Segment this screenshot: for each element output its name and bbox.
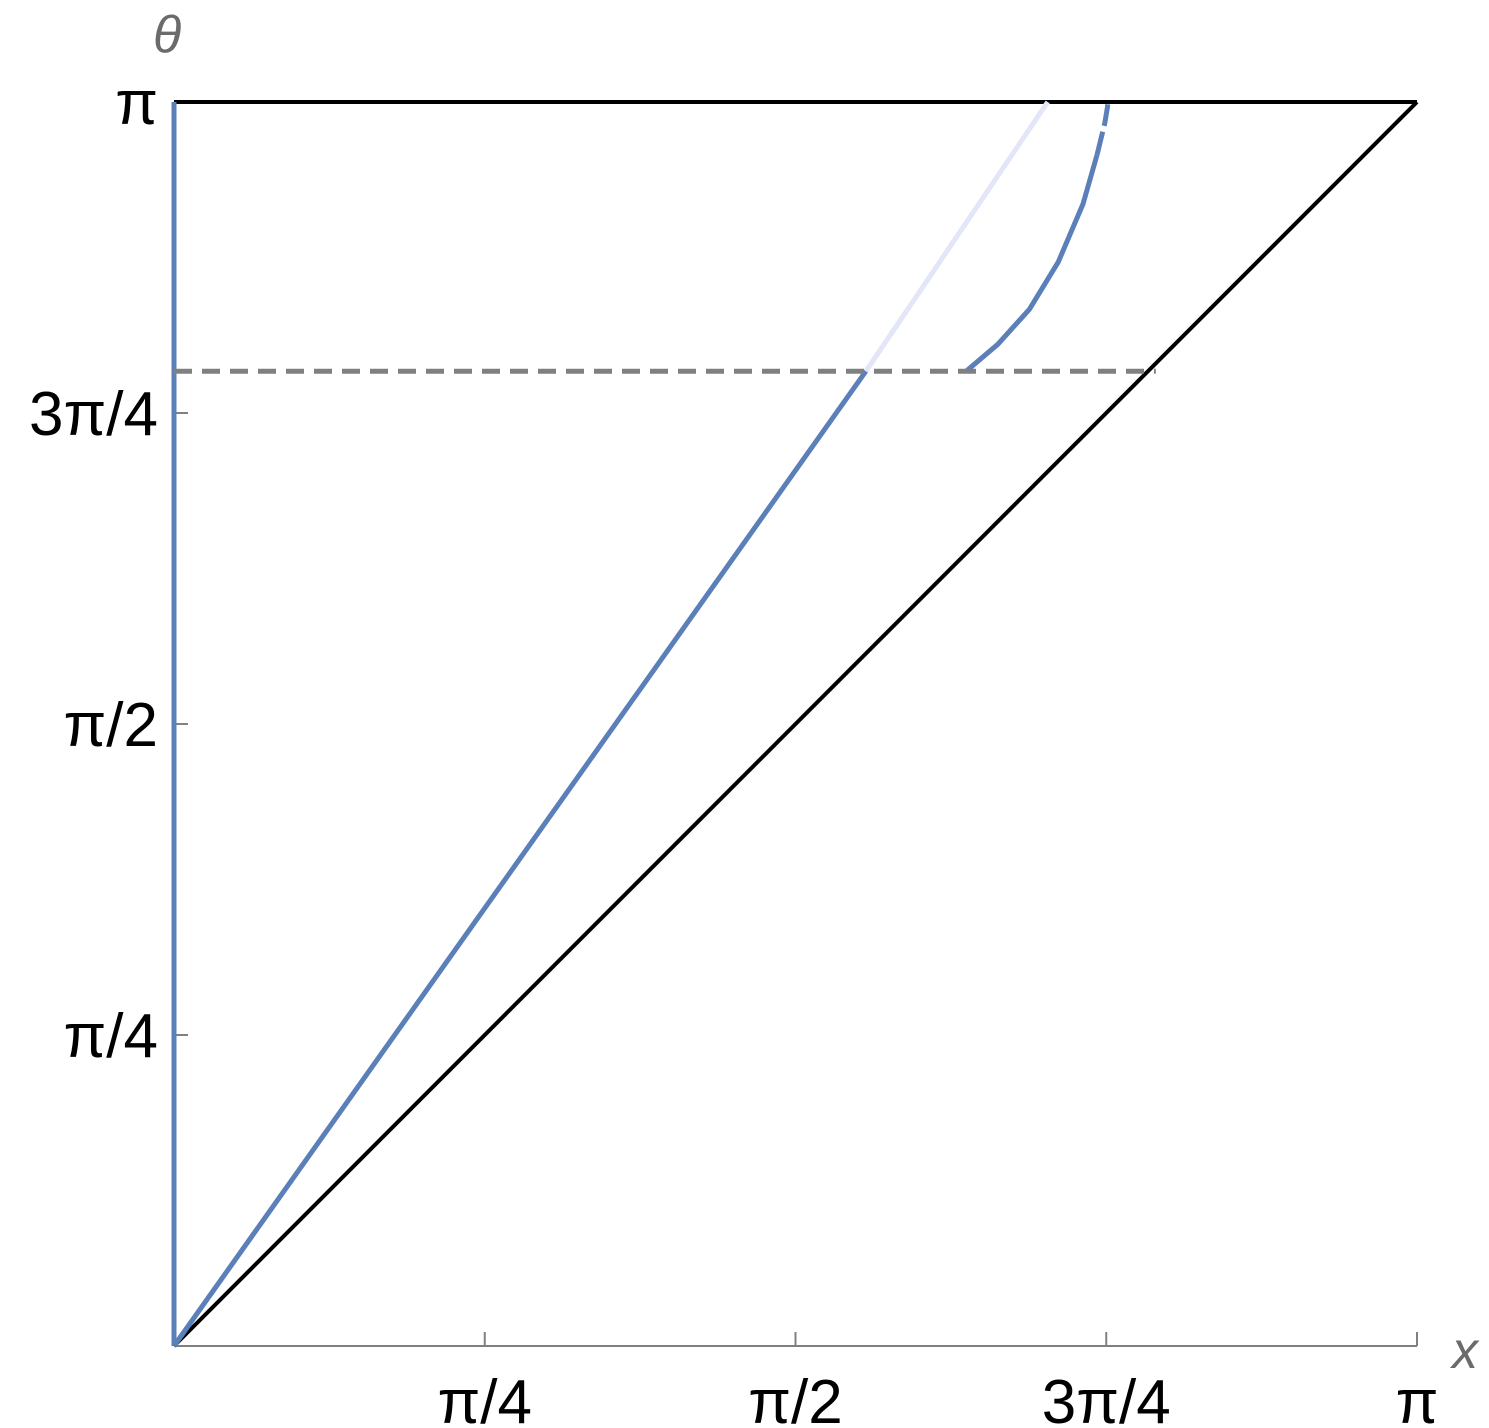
x-tick-label-3: π — [1396, 1368, 1439, 1428]
y-tick-label-3: π — [115, 69, 158, 138]
y-tick-label-2: 3π/4 — [29, 380, 158, 449]
y-tick-label-1: π/2 — [64, 691, 158, 760]
series-line-3 — [171, 369, 868, 1348]
series-line-4 — [863, 100, 1050, 373]
tick-labels: π/4 π/2 3π/4 π π/4 π/2 3π/4 π — [29, 69, 1438, 1428]
x-axis-label: x — [1449, 1322, 1480, 1380]
x-tick-label-2: 3π/4 — [1042, 1368, 1171, 1428]
series-line-5 — [964, 154, 1100, 374]
series-line-0 — [172, 100, 1419, 1348]
series-line-6 — [1094, 104, 1111, 156]
x-tick-label-0: π/4 — [438, 1368, 532, 1428]
x-tick-label-1: π/2 — [748, 1368, 842, 1428]
y-axis-label: θ — [153, 6, 181, 64]
y-tick-label-0: π/4 — [64, 1002, 158, 1071]
series — [171, 100, 1419, 1348]
